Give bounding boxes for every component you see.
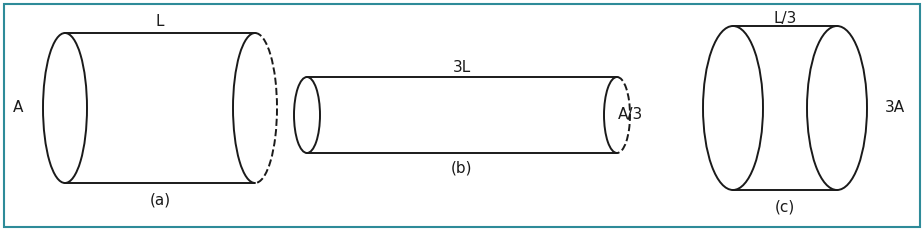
Text: 3L: 3L [453, 61, 471, 76]
Text: L: L [156, 15, 164, 30]
Text: A: A [13, 100, 23, 116]
Text: (c): (c) [775, 200, 796, 215]
Text: 3A: 3A [885, 100, 906, 116]
Text: (b): (b) [451, 161, 473, 176]
Text: (a): (a) [150, 192, 171, 207]
Text: L/3: L/3 [773, 10, 796, 25]
Text: A/3: A/3 [617, 107, 642, 122]
